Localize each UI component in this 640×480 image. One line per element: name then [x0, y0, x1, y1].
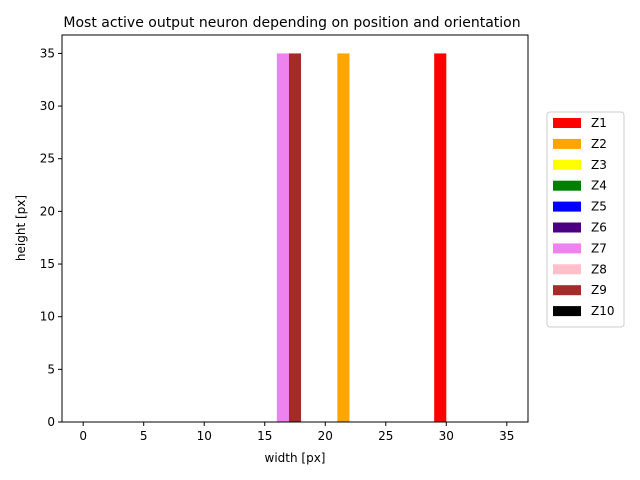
y-tick-label: 25 [40, 152, 55, 166]
x-tick-label: 20 [318, 429, 333, 443]
legend-swatch-z4 [553, 180, 581, 191]
legend-label-z7: Z7 [591, 241, 607, 255]
legend-swatch-z8 [553, 264, 581, 275]
legend-label-z4: Z4 [591, 179, 607, 193]
y-axis-ticks: 0 5 10 15 20 25 30 35 [40, 46, 62, 429]
y-tick-label: 5 [47, 362, 55, 376]
x-axis-label: width [px] [265, 451, 326, 465]
x-tick-label: 30 [439, 429, 454, 443]
legend-swatch-z7 [553, 243, 581, 254]
y-tick-label: 35 [40, 46, 55, 60]
legend-label-z1: Z1 [591, 116, 607, 130]
legend-swatch-z2 [553, 138, 581, 149]
x-tick-label: 25 [378, 429, 393, 443]
x-tick-label: 15 [257, 429, 272, 443]
legend-label-z5: Z5 [591, 200, 607, 214]
y-tick-label: 30 [40, 99, 55, 113]
legend-label-z8: Z8 [591, 262, 607, 276]
x-tick-label: 5 [140, 429, 148, 443]
bar-z9-0 [288, 53, 302, 423]
y-tick-label: 20 [40, 204, 55, 218]
bar-z7-0 [276, 53, 289, 423]
x-tick-label: 0 [79, 429, 87, 443]
legend-label-z2: Z2 [591, 137, 607, 151]
x-axis-ticks: 0 5 10 15 20 25 30 35 [79, 422, 514, 443]
legend-swatch-z10 [553, 306, 581, 317]
legend-label-z9: Z9 [591, 283, 607, 297]
bar-z2-0 [337, 53, 350, 423]
legend-swatch-z5 [553, 201, 581, 212]
bars-layer [276, 53, 447, 423]
x-tick-label: 35 [499, 429, 514, 443]
legend-swatch-z3 [553, 159, 581, 170]
y-tick-label: 10 [40, 310, 55, 324]
legend-label-z3: Z3 [591, 158, 607, 172]
legend-swatch-z6 [553, 222, 581, 233]
plot-area-frame [61, 34, 529, 423]
chart-title: Most active output neuron depending on p… [63, 15, 520, 31]
y-tick-label: 15 [40, 257, 55, 271]
legend: Z1 Z2 Z3 Z4 Z5 Z6 Z7 Z8 Z9 Z10 [546, 111, 625, 328]
legend-swatch-z9 [553, 285, 581, 296]
legend-swatch-z1 [553, 118, 581, 128]
legend-label-z10: Z10 [591, 304, 615, 318]
x-tick-label: 10 [197, 429, 212, 443]
bar-z1-0 [434, 53, 447, 423]
y-tick-label: 0 [47, 415, 55, 429]
legend-label-z6: Z6 [591, 221, 607, 235]
y-axis-label: height [px] [14, 195, 28, 261]
